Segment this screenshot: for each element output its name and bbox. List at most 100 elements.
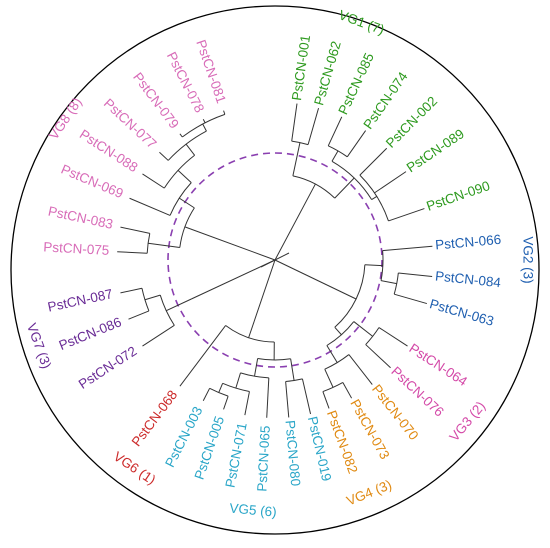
branch-segment xyxy=(364,264,383,267)
leaf-label: PstCN-063 xyxy=(428,296,496,329)
branch-segment xyxy=(380,280,397,285)
branch-segment xyxy=(129,197,171,216)
group-label-vg2: VG2 (3) xyxy=(520,236,535,283)
branch-segment xyxy=(326,345,338,363)
group-labels: VG1 (7)VG2 (3)VG3 (2)VG4 (3)VG5 (6)VG6 (… xyxy=(24,7,535,519)
branch-arc xyxy=(322,382,344,393)
branch-segment xyxy=(244,391,250,416)
branch-arc xyxy=(331,160,373,200)
branch-segment xyxy=(322,391,330,409)
branch-segment xyxy=(202,123,207,132)
tree-branches xyxy=(117,103,433,418)
branch-segment xyxy=(274,183,316,261)
branch-segment xyxy=(327,116,343,147)
leaf-label: PstCN-071 xyxy=(222,421,249,489)
leaf-label: PstCN-084 xyxy=(434,268,502,290)
branch-arc xyxy=(359,174,389,222)
group-label-vg3: VG3 (2) xyxy=(446,398,488,444)
leaf-labels: PstCN-001PstCN-062PstCN-085PstCN-074PstC… xyxy=(43,34,502,492)
branch-arc xyxy=(326,321,355,346)
leaf-label: PstCN-090 xyxy=(424,178,491,214)
branch-segment xyxy=(185,143,196,156)
branch-segment xyxy=(307,107,320,145)
branch-segment xyxy=(202,388,211,402)
branch-arc xyxy=(334,264,366,328)
branch-segment xyxy=(353,321,374,337)
leaf-label: PstCN-066 xyxy=(435,232,502,253)
group-label-vg4: VG4 (3) xyxy=(344,477,393,509)
dashed-circle xyxy=(167,152,383,368)
branch-segment xyxy=(398,272,433,278)
branch-segment xyxy=(348,354,373,385)
branch-segment xyxy=(371,195,378,201)
branch-segment xyxy=(334,177,355,199)
branch-segment xyxy=(365,344,391,369)
branch-segment xyxy=(378,327,408,347)
leaf-label: PstCN-072 xyxy=(76,343,140,392)
branch-segment xyxy=(342,382,353,399)
branch-arc xyxy=(169,182,192,216)
branch-segment xyxy=(254,358,259,377)
branch-segment xyxy=(396,245,433,250)
branch-segment xyxy=(285,381,290,418)
branch-segment xyxy=(144,294,161,301)
branch-segment xyxy=(359,147,388,176)
branch-segment xyxy=(388,208,425,222)
branch-segment xyxy=(159,151,169,161)
leaf-label: PstCN-001 xyxy=(289,34,313,101)
branch-segment xyxy=(235,372,241,389)
branch-segment xyxy=(290,358,295,381)
branch-segment xyxy=(346,130,367,158)
branch-segment xyxy=(223,110,226,115)
branch-segment xyxy=(128,310,150,320)
branch-segment xyxy=(178,197,195,209)
leaf-label: PstCN-062 xyxy=(311,39,344,107)
branch-segment xyxy=(292,142,301,176)
branch-segment xyxy=(179,325,227,387)
leaf-label: PstCN-086 xyxy=(57,314,124,353)
branch-segment xyxy=(148,242,180,248)
branch-segment xyxy=(382,248,397,252)
branch-arc xyxy=(225,325,275,343)
branch-segment xyxy=(184,226,276,261)
branch-segment xyxy=(331,150,339,162)
branch-segment xyxy=(218,383,224,393)
branch-segment xyxy=(394,293,428,305)
leaf-label: PstCN-069 xyxy=(59,162,126,202)
branch-segment xyxy=(223,395,229,410)
branch-segment xyxy=(202,118,206,124)
leaf-label: PstCN-083 xyxy=(47,204,115,232)
branch-segment xyxy=(177,170,192,183)
branch-arc xyxy=(292,175,336,199)
branch-segment xyxy=(248,259,276,338)
branch-segment xyxy=(120,226,150,234)
branch-arc xyxy=(182,113,226,138)
leaf-label: PstCN-065 xyxy=(254,425,272,492)
branch-segment xyxy=(117,251,148,254)
branch-segment xyxy=(291,103,298,142)
branch-segment xyxy=(324,368,334,388)
leaf-label: PstCN-087 xyxy=(46,286,114,314)
group-label-vg5: VG5 (6) xyxy=(229,501,277,520)
branch-arc xyxy=(328,145,348,158)
leaf-label: PstCN-068 xyxy=(129,387,181,449)
branch-arc xyxy=(209,387,229,397)
outer-circle xyxy=(10,5,540,535)
branch-arc xyxy=(163,154,195,189)
leaf-label: PstCN-089 xyxy=(404,126,467,175)
branch-arc xyxy=(179,207,195,248)
branch-arc xyxy=(167,130,207,161)
branch-segment xyxy=(334,326,342,336)
branch-segment xyxy=(179,133,183,138)
branch-arc xyxy=(365,327,380,345)
branch-segment xyxy=(166,298,192,312)
branch-segment xyxy=(266,377,270,418)
leaf-label: PstCN-075 xyxy=(43,239,110,257)
branch-segment xyxy=(274,259,357,300)
branch-segment xyxy=(142,324,175,347)
branch-segment xyxy=(142,173,165,189)
leaf-label: PstCN-080 xyxy=(282,420,303,487)
branch-segment xyxy=(260,252,290,268)
leaf-label: PstCN-085 xyxy=(335,51,377,117)
